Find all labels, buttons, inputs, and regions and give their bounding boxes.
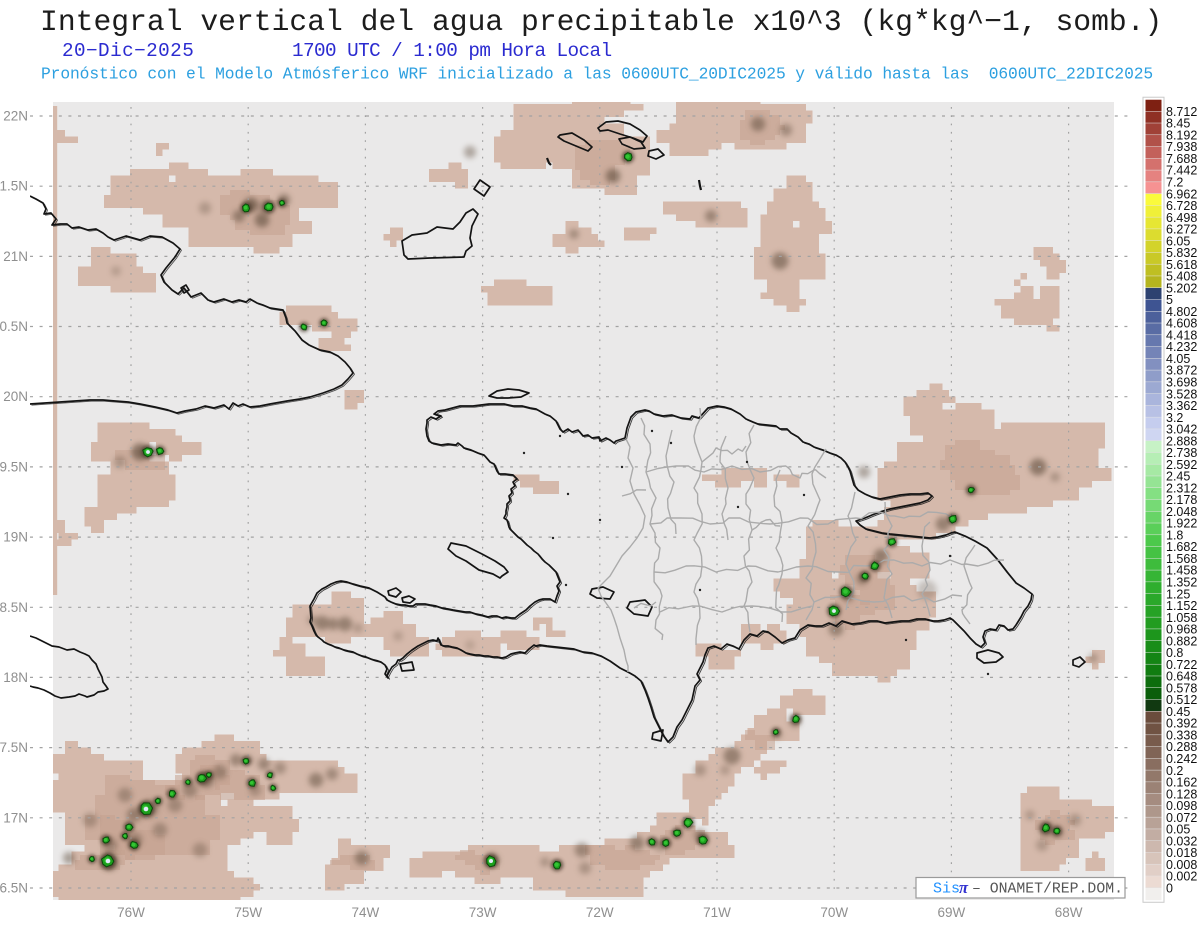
svg-text:72W: 72W bbox=[586, 905, 614, 920]
svg-text:17N: 17N bbox=[3, 810, 28, 825]
svg-text:7.2: 7.2 bbox=[1166, 175, 1183, 189]
svg-text:Sis: Sis bbox=[933, 881, 960, 898]
svg-text:0.8: 0.8 bbox=[1166, 646, 1183, 660]
svg-text:5: 5 bbox=[1166, 293, 1173, 307]
svg-text:6.272: 6.272 bbox=[1166, 223, 1197, 237]
svg-text:69W: 69W bbox=[938, 905, 966, 920]
svg-text:1.568: 1.568 bbox=[1166, 552, 1197, 566]
svg-text:2.178: 2.178 bbox=[1166, 493, 1197, 507]
svg-text:71W: 71W bbox=[703, 905, 731, 920]
svg-text:70W: 70W bbox=[820, 905, 848, 920]
svg-text:0.242: 0.242 bbox=[1166, 752, 1197, 766]
svg-text:π: π bbox=[959, 878, 969, 897]
svg-text:6.728: 6.728 bbox=[1166, 199, 1197, 213]
svg-text:7.688: 7.688 bbox=[1166, 152, 1197, 166]
svg-text:68W: 68W bbox=[1055, 905, 1083, 920]
svg-text:Pronóstico con el Modelo Atmós: Pronóstico con el Modelo Atmósferico WRF… bbox=[41, 65, 1153, 84]
svg-text:75W: 75W bbox=[234, 905, 262, 920]
svg-text:0.648: 0.648 bbox=[1166, 670, 1197, 684]
svg-text:1.8: 1.8 bbox=[1166, 528, 1183, 542]
svg-text:0: 0 bbox=[1166, 881, 1173, 895]
svg-text:73W: 73W bbox=[469, 905, 497, 920]
svg-text:1.25: 1.25 bbox=[1166, 587, 1190, 601]
svg-text:2.048: 2.048 bbox=[1166, 505, 1197, 519]
svg-text:2.45: 2.45 bbox=[1166, 470, 1190, 484]
svg-text:5.832: 5.832 bbox=[1166, 246, 1197, 260]
svg-text:6.498: 6.498 bbox=[1166, 211, 1197, 225]
svg-text:2.738: 2.738 bbox=[1166, 446, 1197, 460]
svg-text:3.528: 3.528 bbox=[1166, 387, 1197, 401]
svg-text:– ONAMET/REP.DOM.: – ONAMET/REP.DOM. bbox=[972, 882, 1123, 898]
svg-text:3.2: 3.2 bbox=[1166, 411, 1183, 425]
svg-text:5.408: 5.408 bbox=[1166, 270, 1197, 284]
svg-text:8.712: 8.712 bbox=[1166, 105, 1197, 119]
svg-text:0.968: 0.968 bbox=[1166, 623, 1197, 637]
svg-text:3.698: 3.698 bbox=[1166, 376, 1197, 390]
svg-text:6.05: 6.05 bbox=[1166, 234, 1190, 248]
svg-text:19N: 19N bbox=[3, 530, 28, 545]
svg-text:0.162: 0.162 bbox=[1166, 776, 1197, 790]
svg-text:1.152: 1.152 bbox=[1166, 599, 1197, 613]
svg-text:0.072: 0.072 bbox=[1166, 811, 1197, 825]
svg-text:1.058: 1.058 bbox=[1166, 611, 1197, 625]
svg-text:0.032: 0.032 bbox=[1166, 834, 1197, 848]
svg-text:4.05: 4.05 bbox=[1166, 352, 1190, 366]
svg-text:1.5N: 1.5N bbox=[0, 179, 28, 194]
svg-text:8.5N: 8.5N bbox=[0, 600, 28, 615]
svg-text:7.442: 7.442 bbox=[1166, 164, 1197, 178]
svg-text:6.5N: 6.5N bbox=[0, 881, 28, 896]
svg-text:20−Dic−2025: 20−Dic−2025 bbox=[62, 40, 194, 62]
svg-text:0.5N: 0.5N bbox=[0, 319, 28, 334]
svg-text:8.45: 8.45 bbox=[1166, 117, 1190, 131]
svg-text:2.888: 2.888 bbox=[1166, 434, 1197, 448]
svg-text:1.682: 1.682 bbox=[1166, 540, 1197, 554]
svg-text:76W: 76W bbox=[117, 905, 145, 920]
svg-text:5.202: 5.202 bbox=[1166, 281, 1197, 295]
svg-text:18N: 18N bbox=[3, 670, 28, 685]
svg-text:4.418: 4.418 bbox=[1166, 328, 1197, 342]
svg-text:4.608: 4.608 bbox=[1166, 317, 1197, 331]
svg-text:20N: 20N bbox=[3, 389, 28, 404]
svg-text:0.338: 0.338 bbox=[1166, 728, 1197, 742]
svg-text:0.392: 0.392 bbox=[1166, 717, 1197, 731]
svg-text:4.232: 4.232 bbox=[1166, 340, 1197, 354]
svg-text:3.872: 3.872 bbox=[1166, 364, 1197, 378]
svg-text:8.192: 8.192 bbox=[1166, 128, 1197, 142]
svg-text:0.002: 0.002 bbox=[1166, 870, 1197, 884]
svg-text:1700 UTC / 1:00 pm Hora Local: 1700 UTC / 1:00 pm Hora Local bbox=[292, 40, 612, 62]
svg-text:0.512: 0.512 bbox=[1166, 693, 1197, 707]
svg-text:0.722: 0.722 bbox=[1166, 658, 1197, 672]
svg-text:0.008: 0.008 bbox=[1166, 858, 1197, 872]
svg-text:0.288: 0.288 bbox=[1166, 740, 1197, 754]
svg-text:4.802: 4.802 bbox=[1166, 305, 1197, 319]
svg-text:5.618: 5.618 bbox=[1166, 258, 1197, 272]
svg-text:1.458: 1.458 bbox=[1166, 564, 1197, 578]
svg-text:0.128: 0.128 bbox=[1166, 787, 1197, 801]
svg-text:9.5N: 9.5N bbox=[0, 459, 28, 474]
svg-text:0.2: 0.2 bbox=[1166, 764, 1183, 778]
svg-text:0.05: 0.05 bbox=[1166, 823, 1190, 837]
svg-text:0.018: 0.018 bbox=[1166, 846, 1197, 860]
svg-text:74W: 74W bbox=[352, 905, 380, 920]
svg-text:1.352: 1.352 bbox=[1166, 576, 1197, 590]
svg-text:3.042: 3.042 bbox=[1166, 423, 1197, 437]
svg-text:2.592: 2.592 bbox=[1166, 458, 1197, 472]
svg-text:3.362: 3.362 bbox=[1166, 399, 1197, 413]
svg-text:1.922: 1.922 bbox=[1166, 517, 1197, 531]
svg-text:2.312: 2.312 bbox=[1166, 481, 1197, 495]
svg-text:Integral vertical del agua pre: Integral vertical del agua precipitable … bbox=[40, 5, 1162, 39]
svg-text:7.5N: 7.5N bbox=[0, 740, 28, 755]
svg-text:7.938: 7.938 bbox=[1166, 140, 1197, 154]
svg-text:0.578: 0.578 bbox=[1166, 681, 1197, 695]
svg-text:0.45: 0.45 bbox=[1166, 705, 1190, 719]
svg-text:0.098: 0.098 bbox=[1166, 799, 1197, 813]
svg-text:0.882: 0.882 bbox=[1166, 634, 1197, 648]
svg-text:21N: 21N bbox=[3, 249, 28, 264]
svg-text:22N: 22N bbox=[3, 109, 28, 124]
svg-text:6.962: 6.962 bbox=[1166, 187, 1197, 201]
